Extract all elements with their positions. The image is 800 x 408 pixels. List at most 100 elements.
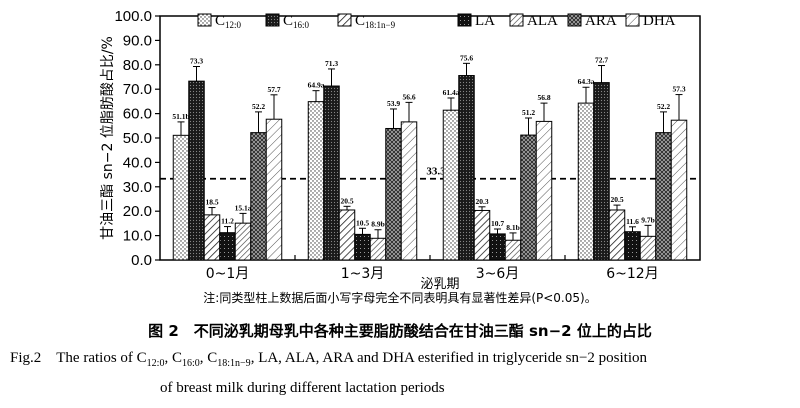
- data-label: 18.5: [205, 198, 218, 207]
- y-tick-label: 30.0: [123, 179, 152, 196]
- y-axis-label: 甘油三酯 sn−2 位脂肪酸占比/%: [100, 36, 116, 240]
- data-label: 53.9: [387, 99, 400, 108]
- data-label: 52.2: [252, 102, 265, 111]
- data-label: 56.6: [402, 92, 415, 101]
- bar: [265, 118, 283, 261]
- legend-label-base: ARA: [585, 13, 617, 29]
- bar: [489, 233, 506, 261]
- legend-swatch: [567, 13, 582, 27]
- data-label: 51.2: [522, 108, 535, 117]
- data-label: 73.3: [190, 57, 203, 66]
- chart-axes: 0.0 10.0 20.0 30.0 40.0 50.0 60.0 70.0 80.0 90.0 1…: [100, 8, 701, 292]
- legend-swatch: [625, 13, 640, 27]
- bar: [504, 239, 522, 261]
- bar: [608, 209, 626, 261]
- x-tick-label: 0~1月: [206, 266, 250, 282]
- data-label: 64.3a: [578, 77, 595, 86]
- legend-swatch: [509, 13, 524, 27]
- y-tick-label: 80.0: [123, 57, 152, 74]
- caption-en-c12-sub: 12:0: [146, 358, 165, 369]
- caption-en-c12: C: [136, 350, 147, 366]
- data-label: 64.9a: [308, 81, 325, 90]
- bar: [624, 231, 641, 261]
- figure-caption-chinese: 图 2 不同泌乳期母乳中各种主要脂肪酸结合在甘油三酯 sn−2 位上的占比: [148, 322, 652, 340]
- bar: [323, 85, 340, 261]
- data-label: 20.5: [610, 195, 623, 204]
- legend-label: C18:1n−9: [355, 13, 396, 30]
- caption-en-line2: of breast milk during different lactatio…: [160, 380, 445, 396]
- caption-en-c18-sub: 18:1n−9: [217, 358, 251, 369]
- bar-chart: 0.0 10.0 20.0 30.0 40.0 50.0 60.0 70.0 80.0 90.0 1…: [100, 8, 701, 292]
- bar: [307, 101, 325, 261]
- bar: [577, 102, 595, 261]
- legend-label-subscript: 18:1n−9: [365, 20, 396, 30]
- data-label: 8.9b: [371, 220, 385, 229]
- legend-swatch: [457, 13, 472, 27]
- legend-label: LA: [475, 13, 495, 29]
- bar: [250, 132, 267, 261]
- data-label: 10.5: [356, 218, 369, 227]
- y-tick-label: 0.0: [131, 252, 152, 269]
- bar: [520, 134, 537, 261]
- chart-legend: C12:0 C16:0 C18:1n−9 LA ALA ARA DHA: [197, 13, 676, 30]
- caption-en-rest: , LA, ALA, ARA and DHA esterified in tri…: [250, 350, 648, 366]
- data-label: 57.3: [672, 85, 685, 94]
- bar: [369, 237, 387, 261]
- data-label: 15.1a: [235, 203, 252, 212]
- x-tick-label: 6~12月: [606, 266, 658, 282]
- legend-swatch: [265, 13, 280, 27]
- caption-en-prefix: Fig.2 The ratios of: [10, 350, 137, 366]
- data-label: 11.2: [221, 217, 234, 226]
- bar: [234, 222, 252, 261]
- legend-label-base: LA: [475, 13, 495, 29]
- data-label: 75.6: [460, 53, 473, 62]
- caption-en-c16-sub: 16:0: [181, 358, 200, 369]
- data-label: 52.2: [657, 102, 670, 111]
- legend-label-subscript: 16:0: [293, 20, 310, 30]
- y-tick-label: 90.0: [123, 32, 152, 49]
- bar: [400, 121, 418, 261]
- data-label: 61.4a: [443, 88, 460, 97]
- bar: [593, 82, 610, 261]
- bar: [535, 120, 553, 261]
- chart-note: 注:同类型柱上数据后面小写字母完全不同表明具有显著性差异(P<0.05)。: [203, 291, 597, 305]
- data-label: 11.6: [626, 217, 639, 226]
- data-label: 20.3: [475, 197, 488, 206]
- bar: [203, 214, 221, 261]
- data-label: 51.1b: [172, 112, 189, 121]
- bar: [442, 109, 460, 261]
- data-label: 71.3: [325, 59, 338, 68]
- x-tick-label: 3~6月: [476, 266, 520, 282]
- data-label: 72.7: [595, 56, 608, 65]
- data-label: 56.8: [537, 93, 550, 102]
- legend-label: C16:0: [283, 13, 310, 30]
- bar: [338, 209, 356, 261]
- reference-line-label: 33.3: [426, 166, 446, 178]
- bar: [458, 75, 475, 261]
- data-label: 9.7b: [641, 215, 655, 224]
- data-label: 10.7: [491, 219, 504, 228]
- legend-label: ALA: [527, 13, 558, 29]
- bar: [354, 233, 371, 261]
- legend-label: C12:0: [215, 13, 242, 30]
- legend-label-base: DHA: [643, 13, 676, 29]
- x-axis-label: 泌乳期: [420, 277, 459, 292]
- legend-swatch: [197, 13, 212, 27]
- legend-label: DHA: [643, 13, 676, 29]
- bar: [219, 232, 236, 261]
- bar: [172, 134, 190, 261]
- data-label: 8.1b: [506, 223, 520, 232]
- data-label: 57.7: [267, 85, 280, 94]
- bar: [385, 127, 402, 261]
- y-tick-label: 70.0: [123, 81, 152, 98]
- bar: [473, 209, 491, 261]
- legend-swatch: [337, 13, 352, 27]
- caption-en-c18: C: [207, 350, 218, 366]
- caption-en-c16: C: [171, 350, 182, 366]
- y-tick-label: 10.0: [123, 228, 152, 245]
- bar: [639, 235, 657, 261]
- legend-label-base: C: [283, 13, 293, 29]
- bar: [670, 119, 688, 261]
- legend-label: ARA: [585, 13, 617, 29]
- y-tick-label: 100.0: [114, 8, 152, 25]
